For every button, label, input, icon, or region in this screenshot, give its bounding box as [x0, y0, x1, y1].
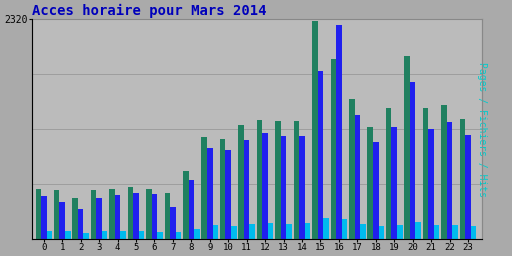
- Bar: [244, 140, 249, 239]
- Bar: [465, 135, 471, 239]
- Bar: [188, 180, 194, 239]
- Bar: [231, 226, 237, 239]
- Bar: [257, 120, 262, 239]
- Bar: [120, 231, 126, 239]
- Y-axis label: Pages / Fichiers / Hits: Pages / Fichiers / Hits: [477, 61, 487, 197]
- Bar: [415, 222, 421, 239]
- Bar: [349, 99, 354, 239]
- Bar: [152, 194, 157, 239]
- Bar: [157, 232, 163, 239]
- Bar: [386, 108, 392, 239]
- Bar: [212, 226, 218, 239]
- Bar: [447, 122, 452, 239]
- Bar: [146, 189, 152, 239]
- Bar: [410, 82, 415, 239]
- Bar: [441, 104, 447, 239]
- Bar: [91, 190, 96, 239]
- Bar: [312, 22, 317, 239]
- Bar: [378, 226, 384, 239]
- Bar: [360, 225, 366, 239]
- Bar: [354, 115, 360, 239]
- Text: Acces horaire pour Mars 2014: Acces horaire pour Mars 2014: [32, 4, 266, 18]
- Bar: [323, 218, 329, 239]
- Bar: [127, 187, 133, 239]
- Bar: [194, 229, 200, 239]
- Bar: [78, 209, 83, 239]
- Bar: [305, 223, 310, 239]
- Bar: [165, 193, 170, 239]
- Bar: [115, 195, 120, 239]
- Bar: [471, 226, 476, 239]
- Bar: [207, 148, 212, 239]
- Bar: [59, 202, 65, 239]
- Bar: [239, 125, 244, 239]
- Bar: [183, 171, 188, 239]
- Bar: [275, 121, 281, 239]
- Bar: [109, 189, 115, 239]
- Bar: [368, 127, 373, 239]
- Bar: [294, 121, 299, 239]
- Bar: [342, 219, 347, 239]
- Bar: [176, 232, 181, 239]
- Bar: [249, 223, 255, 239]
- Bar: [286, 223, 292, 239]
- Bar: [452, 226, 458, 239]
- Bar: [423, 108, 429, 239]
- Bar: [225, 150, 231, 239]
- Bar: [35, 189, 41, 239]
- Bar: [460, 119, 465, 239]
- Bar: [317, 70, 323, 239]
- Bar: [429, 129, 434, 239]
- Bar: [202, 137, 207, 239]
- Bar: [83, 233, 89, 239]
- Bar: [54, 189, 59, 239]
- Bar: [404, 56, 410, 239]
- Bar: [262, 133, 268, 239]
- Bar: [336, 25, 342, 239]
- Bar: [268, 223, 273, 239]
- Bar: [72, 198, 78, 239]
- Bar: [220, 138, 225, 239]
- Bar: [331, 59, 336, 239]
- Bar: [133, 193, 139, 239]
- Bar: [102, 231, 108, 239]
- Bar: [434, 226, 439, 239]
- Bar: [392, 127, 397, 239]
- Bar: [281, 136, 286, 239]
- Bar: [65, 231, 71, 239]
- Bar: [170, 207, 176, 239]
- Bar: [96, 198, 102, 239]
- Bar: [47, 231, 52, 239]
- Bar: [373, 142, 378, 239]
- Bar: [299, 136, 305, 239]
- Bar: [139, 231, 144, 239]
- Bar: [41, 196, 47, 239]
- Bar: [397, 226, 402, 239]
